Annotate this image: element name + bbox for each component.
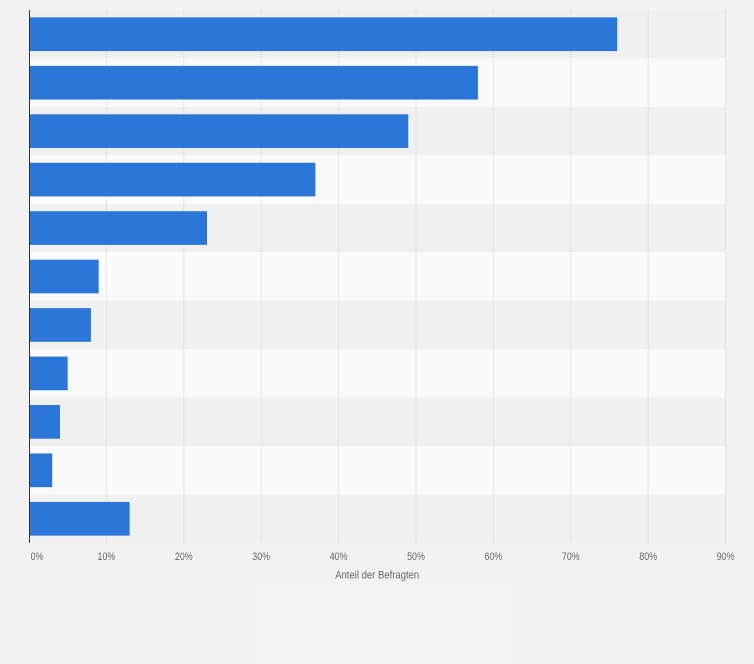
svg-text:Anteil der Befragten: Anteil der Befragten: [335, 570, 419, 582]
svg-text:30%: 30%: [252, 551, 270, 563]
svg-text:60%: 60%: [485, 551, 503, 563]
svg-text:70%: 70%: [562, 551, 580, 563]
svg-text:90%: 90%: [717, 551, 735, 563]
svg-text:40%: 40%: [330, 551, 348, 563]
svg-text:20%: 20%: [175, 551, 193, 563]
svg-text:50%: 50%: [407, 551, 425, 563]
svg-text:10%: 10%: [98, 551, 116, 563]
svg-text:0%: 0%: [31, 551, 44, 563]
svg-text:80%: 80%: [639, 551, 657, 563]
